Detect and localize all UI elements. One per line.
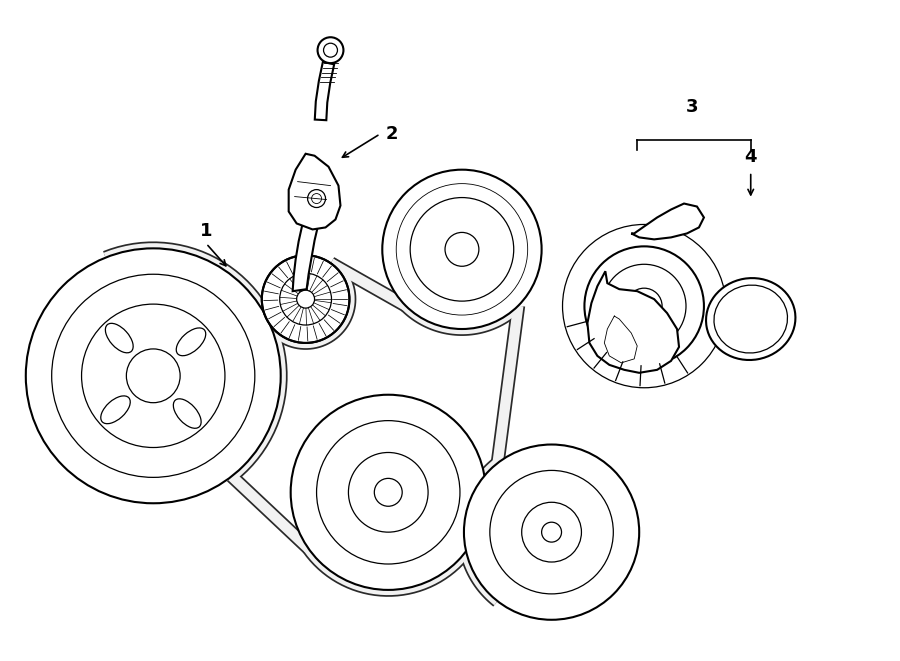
Circle shape	[522, 502, 581, 562]
Circle shape	[318, 37, 344, 63]
Polygon shape	[292, 223, 319, 291]
Circle shape	[490, 471, 613, 594]
Text: 2: 2	[386, 125, 399, 143]
Circle shape	[584, 247, 704, 366]
Circle shape	[348, 453, 428, 532]
Circle shape	[291, 395, 486, 590]
Circle shape	[374, 479, 402, 506]
Ellipse shape	[101, 396, 130, 424]
Ellipse shape	[174, 399, 201, 428]
Ellipse shape	[706, 278, 796, 360]
Circle shape	[626, 288, 662, 324]
Circle shape	[396, 184, 527, 315]
Circle shape	[126, 349, 180, 403]
Polygon shape	[315, 62, 334, 120]
Circle shape	[464, 444, 639, 620]
Text: 3: 3	[686, 98, 698, 116]
Circle shape	[382, 170, 542, 329]
Ellipse shape	[714, 285, 788, 353]
Circle shape	[311, 194, 321, 204]
Polygon shape	[289, 154, 340, 229]
Circle shape	[51, 274, 255, 477]
Ellipse shape	[176, 328, 206, 356]
Circle shape	[542, 522, 562, 542]
Circle shape	[323, 43, 338, 57]
Circle shape	[445, 233, 479, 266]
Circle shape	[82, 304, 225, 447]
Polygon shape	[631, 204, 704, 239]
Circle shape	[297, 290, 315, 308]
Polygon shape	[588, 271, 679, 373]
Circle shape	[26, 249, 281, 503]
Text: 4: 4	[744, 147, 757, 166]
Ellipse shape	[105, 323, 133, 353]
Text: 1: 1	[200, 222, 212, 241]
Circle shape	[317, 420, 460, 564]
Circle shape	[308, 190, 326, 208]
Circle shape	[410, 198, 514, 301]
Circle shape	[262, 255, 349, 343]
Circle shape	[602, 264, 686, 348]
